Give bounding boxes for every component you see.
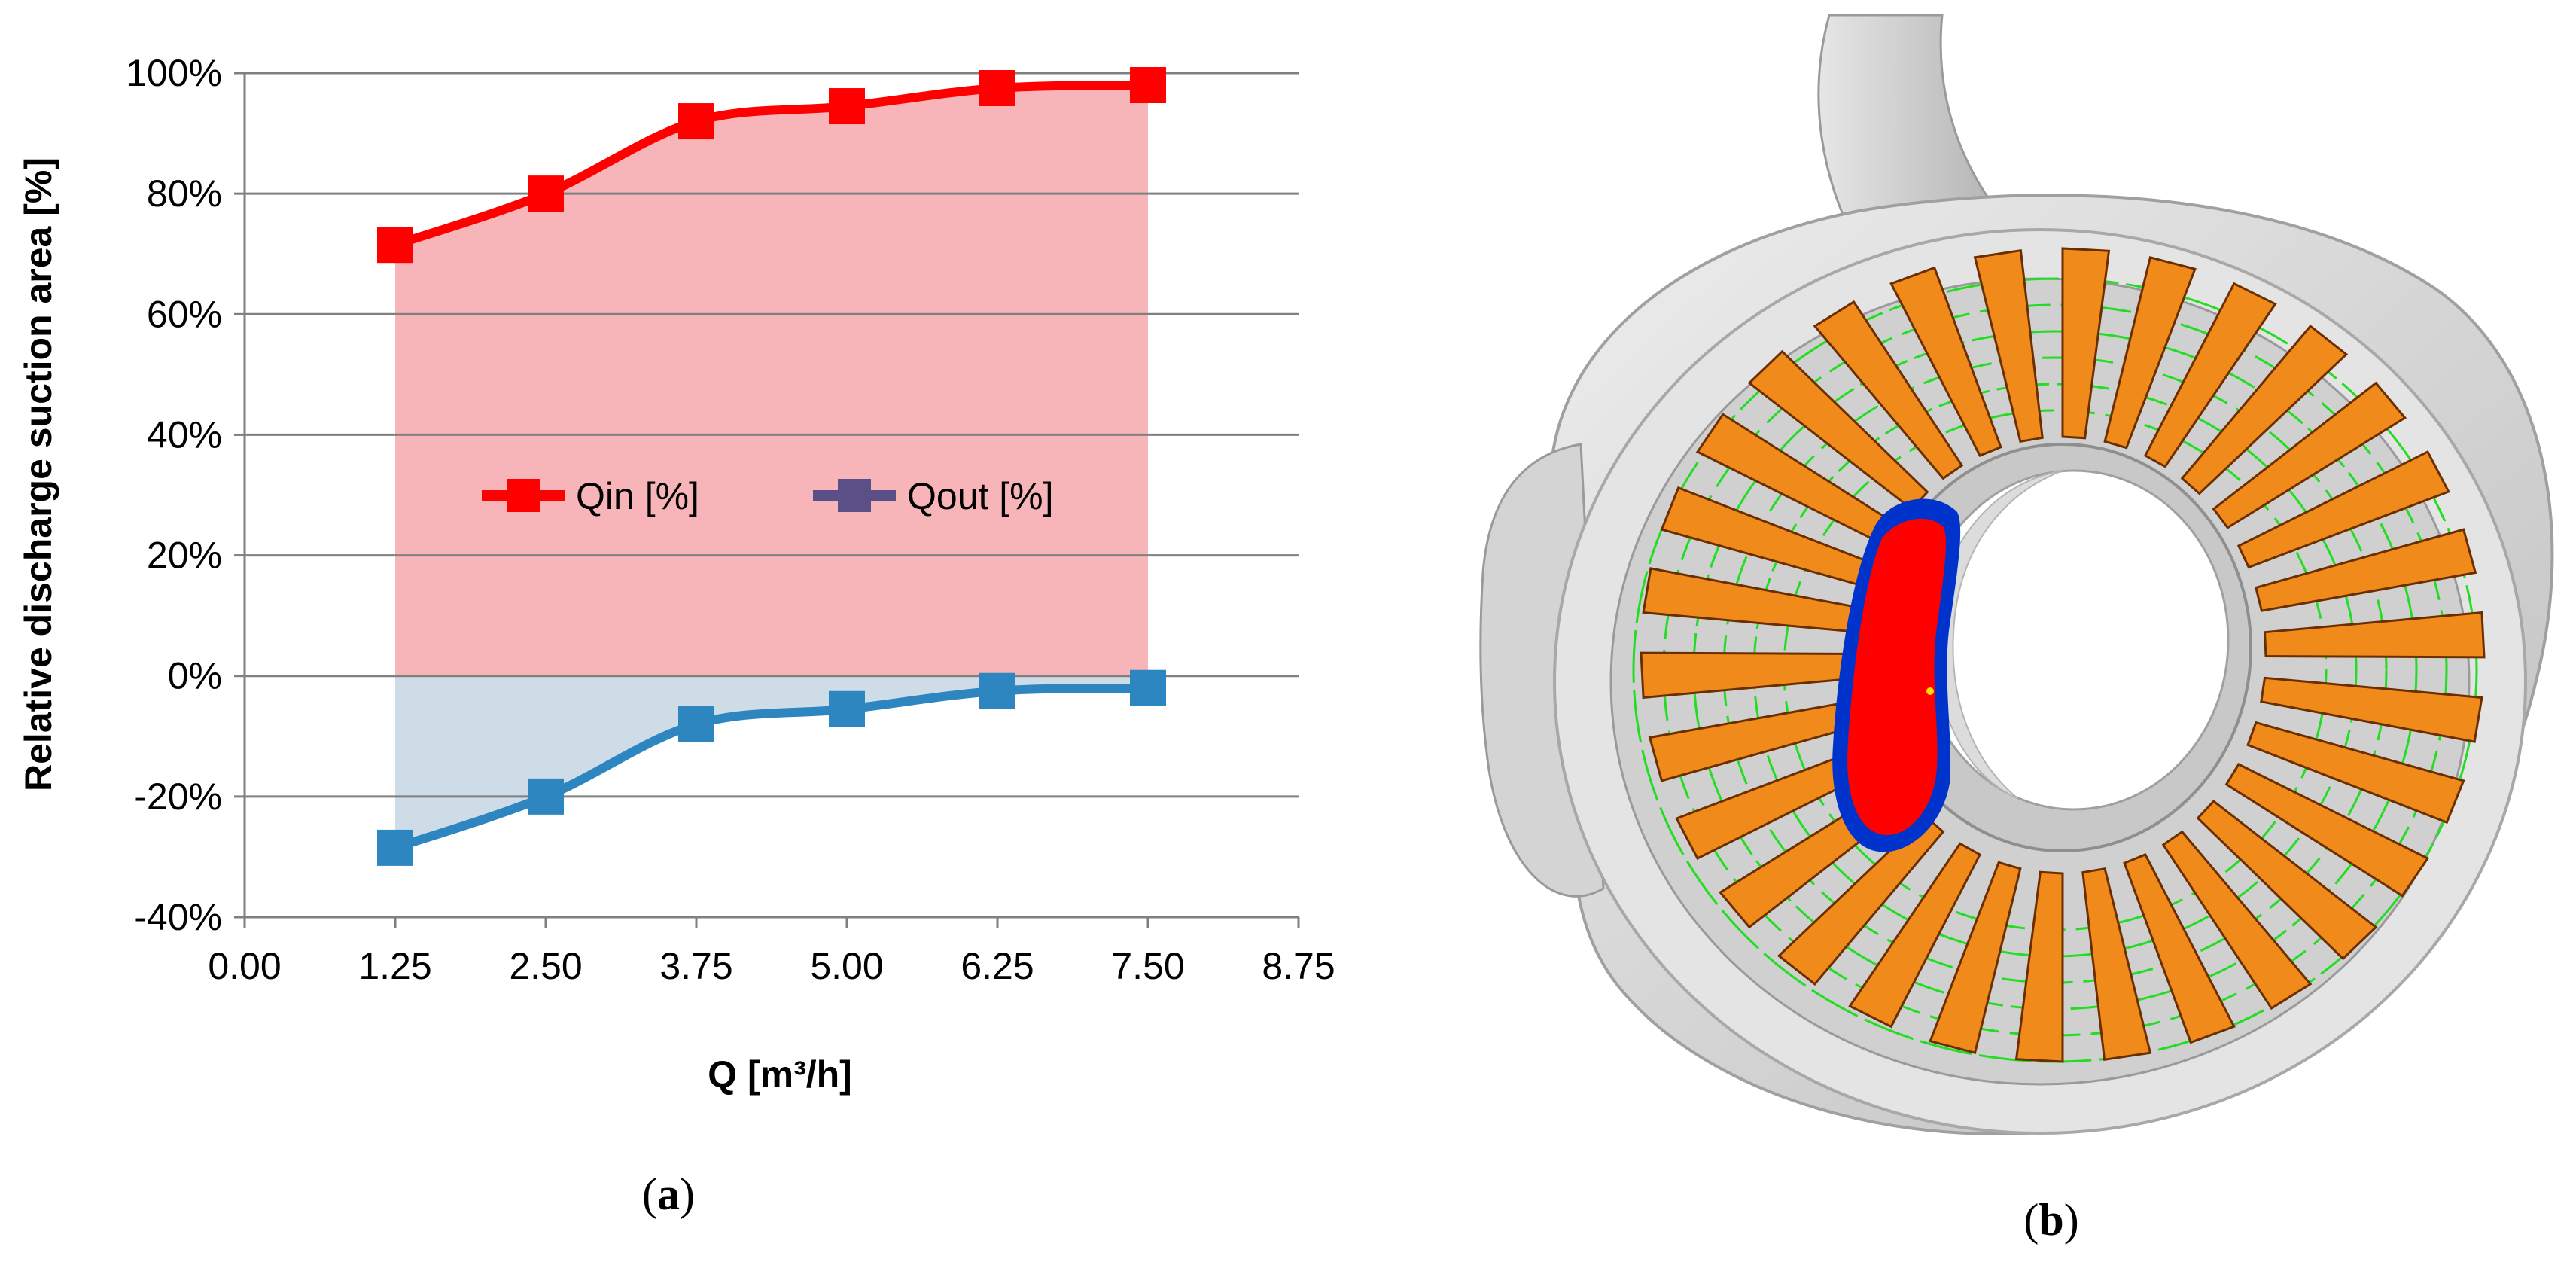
x-tick-label-5: 6.25 bbox=[961, 945, 1034, 987]
impeller-blade-12 bbox=[2161, 830, 2313, 1010]
impeller-blade-6 bbox=[2254, 528, 2477, 612]
gridlines bbox=[245, 72, 1299, 919]
series-line-qin bbox=[394, 81, 1149, 249]
impeller-blade-4 bbox=[2212, 381, 2407, 529]
marker-qout-4 bbox=[979, 672, 1015, 709]
legend-qout-marker bbox=[838, 479, 871, 512]
marker-qout-0 bbox=[377, 829, 413, 866]
impeller-blade-17 bbox=[1848, 842, 1982, 1029]
impeller-blade-28 bbox=[1889, 266, 2002, 457]
legend: Qin [%] Qout [%] bbox=[482, 475, 1054, 517]
x-tick-label-2: 2.50 bbox=[509, 945, 582, 987]
panel-label-a: (a) bbox=[642, 1169, 695, 1219]
impeller-render-panel-b: (b) bbox=[1479, 14, 2554, 1245]
marker-qin-2 bbox=[678, 103, 714, 140]
y-tick-label-0: -40% bbox=[134, 896, 222, 938]
impeller-blade-13 bbox=[2123, 853, 2236, 1044]
marker-qin-1 bbox=[528, 175, 564, 212]
series-line-qout bbox=[394, 683, 1149, 852]
x-tick-label-6: 7.50 bbox=[1111, 945, 1184, 987]
legend-qout-label: Qout [%] bbox=[907, 475, 1054, 517]
legend-qin-label: Qin [%] bbox=[576, 475, 699, 517]
vapor-region-point bbox=[1926, 687, 1934, 695]
impeller-blade-29 bbox=[1973, 248, 2044, 443]
x-tick-label-7: 8.75 bbox=[1262, 945, 1335, 987]
impeller-blade-5 bbox=[2236, 450, 2450, 569]
y-axis-label: Relative discharge suction area [%] bbox=[17, 157, 59, 791]
eye-inner-shading bbox=[1933, 470, 2063, 799]
marker-qout-1 bbox=[528, 778, 564, 815]
chart-panel-a: 0.00 1.25 2.50 3.75 5.00 6.25 7.50 8.75 -40% -20%… bbox=[17, 52, 1335, 1219]
marker-qin-3 bbox=[829, 88, 865, 125]
legend-qin-marker bbox=[507, 479, 540, 512]
marker-qin-5 bbox=[1130, 67, 1166, 104]
marker-qout-3 bbox=[829, 690, 865, 727]
marker-qout-5 bbox=[1130, 669, 1166, 706]
impeller-blade-8 bbox=[2260, 676, 2483, 743]
impeller-blade-7 bbox=[2263, 611, 2486, 659]
marker-qin-0 bbox=[377, 227, 413, 264]
y-tick-label-3: 20% bbox=[147, 535, 222, 577]
impeller-blade-16 bbox=[1929, 861, 2022, 1055]
series-lines bbox=[394, 81, 1149, 852]
x-tick-label-4: 5.00 bbox=[810, 945, 883, 987]
axes bbox=[234, 72, 1300, 928]
impeller-blade-3 bbox=[2180, 325, 2349, 495]
y-tick-label-1: -20% bbox=[134, 776, 222, 818]
tick-labels: 0.00 1.25 2.50 3.75 5.00 6.25 7.50 8.75 -40% -20%… bbox=[126, 52, 1335, 987]
y-tick-label-7: 100% bbox=[126, 52, 222, 94]
x-tick-label-3: 3.75 bbox=[659, 945, 732, 987]
x-tick-label-0: 0.00 bbox=[208, 945, 281, 987]
y-tick-label-2: 0% bbox=[168, 655, 222, 697]
impeller-blade-9 bbox=[2246, 721, 2465, 825]
vapor-region-core bbox=[1847, 518, 1946, 836]
impeller-blade-27 bbox=[1813, 300, 1964, 480]
area-fill-qin bbox=[395, 85, 1148, 676]
marker-qin-4 bbox=[979, 70, 1015, 107]
impeller-blade-1 bbox=[2103, 255, 2197, 450]
series-markers bbox=[377, 67, 1166, 866]
panel-label-b: (b) bbox=[2023, 1195, 2078, 1245]
area-fills bbox=[395, 85, 1148, 848]
marker-qout-2 bbox=[678, 706, 714, 742]
impeller-blade-0 bbox=[2061, 247, 2111, 440]
x-axis-label: Q [m³/h] bbox=[708, 1053, 852, 1096]
impeller-blade-10 bbox=[2224, 763, 2430, 898]
area-fill-qout bbox=[395, 675, 1148, 848]
impeller-blade-14 bbox=[2081, 867, 2152, 1062]
y-tick-label-4: 40% bbox=[147, 413, 222, 456]
impeller-eye-opening bbox=[1918, 469, 2230, 811]
impeller-blade-26 bbox=[1747, 349, 1929, 511]
y-tick-label-6: 80% bbox=[147, 172, 222, 215]
y-tick-label-5: 60% bbox=[147, 293, 222, 335]
x-tick-label-1: 1.25 bbox=[358, 945, 431, 987]
impeller-blade-2 bbox=[2143, 282, 2277, 468]
impeller-blade-11 bbox=[2196, 800, 2378, 961]
impeller-blade-15 bbox=[2014, 870, 2064, 1063]
